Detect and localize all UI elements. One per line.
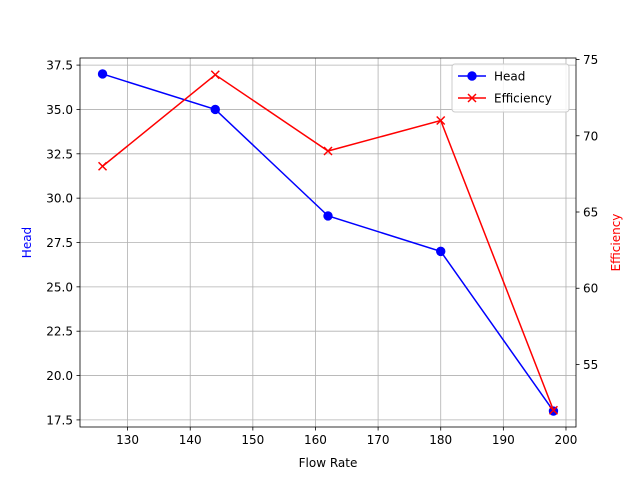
efficiency-point-stroke-b xyxy=(436,115,446,126)
efficiency-legend-marker xyxy=(467,93,477,103)
plot-frame xyxy=(79,57,577,428)
head-point xyxy=(436,246,446,257)
head-legend-label: Head xyxy=(494,70,525,84)
y-right-tick-label: 75 xyxy=(583,53,598,67)
x-tick-label: 170 xyxy=(367,433,390,447)
efficiency-point-stroke-b xyxy=(323,146,333,156)
head-legend-marker xyxy=(467,71,477,81)
y-left-tick-label: 25.0 xyxy=(46,280,73,294)
x-axis-title: Flow Rate xyxy=(299,456,358,470)
efficiency-point-stroke-b xyxy=(98,161,108,171)
efficiency-point xyxy=(98,161,108,171)
grid xyxy=(80,58,576,427)
efficiency-point xyxy=(548,405,558,415)
y-right-tick-label: 60 xyxy=(583,282,598,296)
y-right-tick-label: 55 xyxy=(583,358,598,372)
x-tick-label: 140 xyxy=(179,433,202,447)
x-tick-label: 150 xyxy=(241,433,264,447)
x-tick-label: 180 xyxy=(429,433,452,447)
head-point xyxy=(210,104,220,115)
y-left-tick-label: 22.5 xyxy=(46,325,73,339)
y-left-tick-label: 27.5 xyxy=(46,236,73,250)
plot-area xyxy=(97,69,559,416)
y-left-tick-label: 17.5 xyxy=(46,413,73,427)
efficiency-point xyxy=(323,146,333,156)
y-left-tick-label: 20.0 xyxy=(46,369,73,383)
y-left-tick-label: 32.5 xyxy=(46,147,73,161)
y-right-tick-label: 65 xyxy=(583,206,598,220)
efficiency-point-stroke-b xyxy=(548,405,558,415)
x-tick-label: 200 xyxy=(555,433,578,447)
y-left-tick-label: 30.0 xyxy=(46,192,73,206)
axes: 130 140 150 160 170 180 190 200 17.5 20.0 22.5 25.0… xyxy=(20,53,623,470)
x-tick-label: 160 xyxy=(304,433,327,447)
efficiency-point-stroke-b xyxy=(210,70,220,80)
y-right-tick-label: 70 xyxy=(583,129,598,143)
efficiency-legend-label: Efficiency xyxy=(494,92,552,106)
y-left-tick-label: 35.0 xyxy=(46,103,73,117)
x-tick-label: 190 xyxy=(492,433,515,447)
head-point xyxy=(97,69,108,79)
y-right-axis-title: Efficiency xyxy=(609,214,623,272)
legend: Head Efficiency xyxy=(451,63,570,113)
y-left-axis-title: Head xyxy=(20,227,34,258)
head-point xyxy=(323,211,333,221)
efficiency-legend-marker-stroke-b xyxy=(467,93,477,103)
efficiency-point xyxy=(436,115,446,126)
x-tick-label: 130 xyxy=(116,433,139,447)
y-left-tick-label: 37.5 xyxy=(46,59,73,73)
efficiency-point xyxy=(210,70,220,80)
